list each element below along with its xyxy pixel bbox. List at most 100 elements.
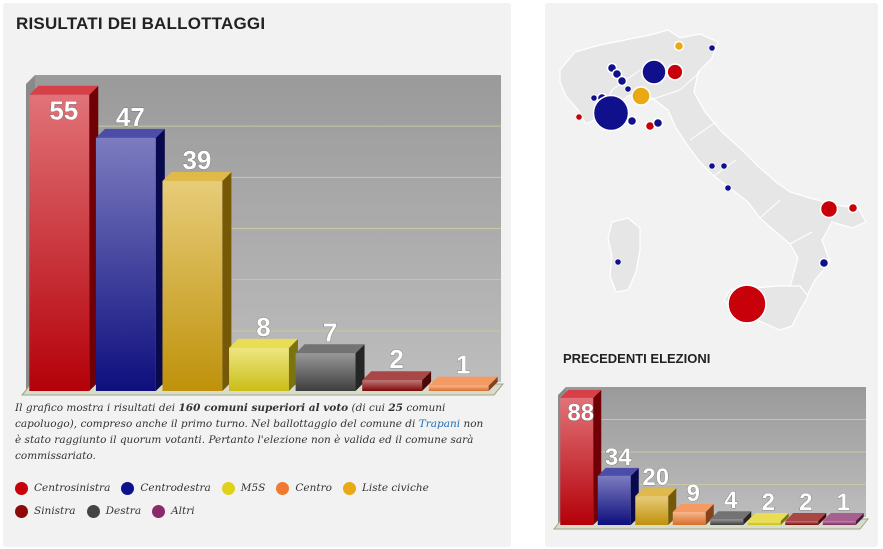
- bar-front: [362, 380, 423, 391]
- bar-top: [785, 513, 827, 521]
- map-bubble[interactable]: [727, 284, 767, 324]
- bar-top: [822, 513, 864, 521]
- map-bubble[interactable]: [652, 117, 664, 129]
- bar-side: [705, 504, 714, 525]
- bar-top: [95, 128, 165, 138]
- legend-swatch: [86, 504, 100, 518]
- legend-label: M5S: [240, 482, 266, 494]
- bar-top: [560, 389, 602, 398]
- map-bubble[interactable]: [592, 94, 630, 132]
- map-bubble[interactable]: [819, 199, 839, 219]
- bar-top: [428, 376, 498, 386]
- map-bubble[interactable]: [708, 44, 716, 52]
- bar-top: [672, 504, 714, 512]
- bar-top: [29, 85, 99, 95]
- map-bubble[interactable]: [624, 85, 632, 93]
- prev-bar-destra: [710, 511, 752, 525]
- caption-text-2: (di cui: [348, 402, 389, 414]
- legend-swatch: [152, 504, 166, 518]
- previous-elections-title: PRECEDENTI ELEZIONI: [563, 351, 711, 366]
- map-bubble[interactable]: [818, 257, 830, 269]
- prev-bar-sinistra: [785, 513, 827, 525]
- main-bar-liste-civiche: [162, 171, 232, 391]
- map-bubble[interactable]: [724, 184, 732, 192]
- prev-bar-liste-civiche: [635, 488, 677, 525]
- bar-front: [672, 512, 706, 525]
- main-value-label: 39: [182, 145, 211, 175]
- legend-swatch: [276, 481, 290, 495]
- legend-item-centrodestra: Centrodestra: [121, 481, 211, 495]
- mainland-italy: [559, 29, 867, 313]
- legend-item-centrosinistra: Centrosinistra: [15, 481, 110, 495]
- map-bubble[interactable]: [614, 258, 622, 266]
- bar-front: [560, 397, 594, 525]
- bar-front: [710, 519, 744, 525]
- bar-top: [229, 338, 298, 348]
- legend-swatch: [15, 504, 28, 518]
- bar-front: [597, 475, 631, 525]
- prev-value-label: 4: [724, 487, 738, 514]
- prev-value-label: 9: [687, 480, 700, 507]
- map-bubble[interactable]: [616, 75, 628, 87]
- sardinia: [607, 217, 641, 293]
- legend-item-liste-civiche: Liste civiche: [342, 481, 429, 495]
- prev-bar-centro: [672, 504, 714, 525]
- legend-item-altri: Altri: [152, 504, 195, 518]
- prev-value-label: 88: [567, 400, 594, 427]
- prev-value-label: 2: [762, 489, 775, 516]
- legend-label: Centrodestra: [140, 482, 211, 494]
- bar-front: [822, 521, 856, 525]
- map-bubble[interactable]: [590, 94, 598, 102]
- map-bubble[interactable]: [611, 68, 623, 80]
- legend-swatch: [15, 481, 28, 495]
- prev-value-label: 20: [642, 464, 669, 491]
- main-value-label: 1: [456, 350, 470, 380]
- legend-label: Sinistra: [34, 505, 76, 517]
- bar-front: [95, 137, 156, 391]
- bar-front: [428, 385, 489, 391]
- map-bubble[interactable]: [666, 63, 684, 81]
- main-bar-sinistra: [362, 371, 432, 391]
- map-bubble[interactable]: [626, 115, 638, 127]
- legend-label: Centrosinistra: [34, 482, 111, 494]
- chart-title: RISULTATI DEI BALLOTTAGGI: [16, 14, 266, 33]
- map-bubble[interactable]: [631, 86, 651, 106]
- main-value-label: 2: [389, 344, 403, 374]
- prev-value-label: 1: [837, 489, 850, 516]
- bar-front: [747, 521, 781, 525]
- bar-top: [597, 467, 639, 476]
- map-bubble[interactable]: [673, 40, 685, 52]
- bar-top: [362, 371, 432, 381]
- bar-side: [743, 511, 752, 525]
- bar-side: [222, 171, 232, 391]
- bar-front: [229, 347, 289, 391]
- map-bubble[interactable]: [575, 113, 583, 121]
- region-border: [689, 121, 717, 141]
- map-bubble[interactable]: [847, 202, 859, 214]
- prev-value-label: 2: [799, 489, 812, 516]
- legend-label: Altri: [171, 505, 195, 517]
- legend-swatch: [342, 481, 356, 495]
- prev-bar-centrodestra: [597, 467, 639, 525]
- map-bubble[interactable]: [720, 162, 728, 170]
- bar-top: [710, 511, 752, 520]
- main-value-label: 8: [256, 312, 270, 342]
- legend-label: Destra: [105, 505, 142, 517]
- legend-item-sinistra: Sinistra: [15, 504, 76, 518]
- bar-top: [162, 171, 232, 181]
- caption-text-3: comuni capoluogo), compreso anche il pri…: [15, 402, 446, 430]
- caption-text-1: Il grafico mostra i risultati dei: [15, 402, 179, 414]
- bar-side: [422, 371, 432, 391]
- map-bubble[interactable]: [641, 59, 667, 85]
- map-bubble[interactable]: [708, 162, 716, 170]
- region-border: [649, 71, 701, 101]
- prev-value-label: 34: [605, 444, 632, 471]
- caption-text-4: non è stato raggiunto il quorum votanti.…: [15, 418, 484, 462]
- legend-item-destra: Destra: [86, 504, 142, 518]
- trapani-link[interactable]: Trapani: [418, 418, 461, 430]
- bar-top: [295, 344, 365, 354]
- main-bar-centro: [428, 376, 498, 391]
- bar-front: [295, 353, 356, 391]
